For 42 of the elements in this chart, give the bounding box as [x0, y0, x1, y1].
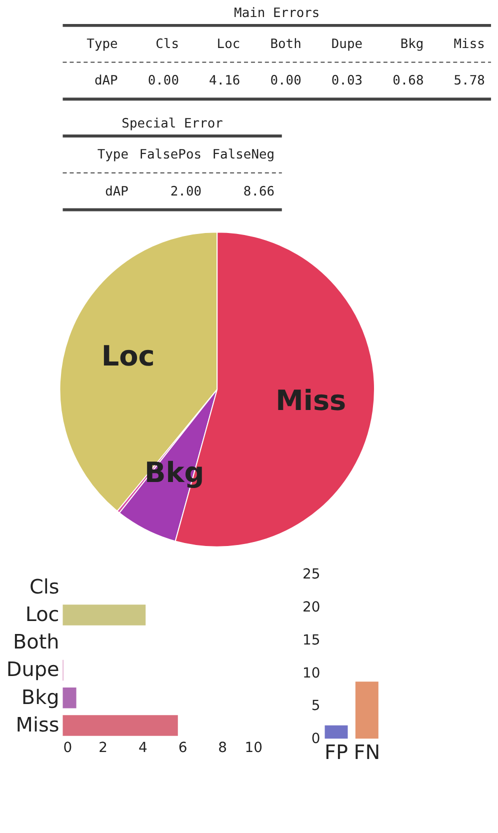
text: 8.66: [243, 184, 275, 200]
text: 0.00: [148, 74, 179, 89]
text: 0.00: [270, 74, 302, 89]
y-tick-label: Bkg: [21, 686, 60, 709]
y-tick-label: Dupe: [6, 658, 60, 682]
y-tick-label: Both: [12, 630, 60, 654]
category-label: Dupe: [331, 36, 363, 52]
text: 0.68: [392, 74, 424, 89]
category-label: FalsePos: [139, 147, 202, 162]
category-label: Loc: [216, 36, 240, 52]
x-tick-label: 8: [218, 740, 228, 756]
category-label: FalseNeg: [212, 147, 275, 162]
text: Main Errors: [234, 6, 320, 21]
category-label: Miss: [454, 36, 485, 52]
x-tick-label: 4: [138, 740, 148, 756]
x-tick-label: 0: [63, 740, 72, 756]
y-tick-label: Cls: [29, 575, 60, 598]
category-label: Both: [270, 36, 302, 52]
text: 0.03: [331, 74, 363, 89]
text: 4.16: [209, 74, 240, 89]
slice-label: Loc: [101, 340, 155, 373]
y-tick-label: Loc: [25, 602, 60, 626]
y-tick-label: Miss: [16, 713, 60, 736]
x-tick-label: FP: [324, 740, 348, 764]
category-label: Bkg: [400, 36, 424, 52]
y-tick-label: 5: [311, 698, 320, 714]
y-tick-label: 25: [302, 566, 320, 583]
y-tick-label: 10: [302, 665, 320, 682]
category-label: Type: [97, 147, 129, 162]
text: 5.78: [454, 74, 485, 89]
text: 2.00: [170, 184, 202, 200]
text: Special Error: [122, 116, 224, 132]
x-tick-label: 6: [178, 740, 188, 756]
y-tick-label: 15: [302, 632, 320, 648]
x-tick-label: FN: [354, 740, 380, 764]
category-label: Cls: [156, 36, 179, 52]
category-label: Type: [86, 36, 118, 52]
y-tick-label: 20: [302, 600, 320, 616]
x-tick-label: 2: [98, 740, 108, 756]
text: dAP: [105, 184, 128, 200]
x-tick-label: 10: [244, 740, 262, 756]
text: dAP: [94, 74, 118, 89]
